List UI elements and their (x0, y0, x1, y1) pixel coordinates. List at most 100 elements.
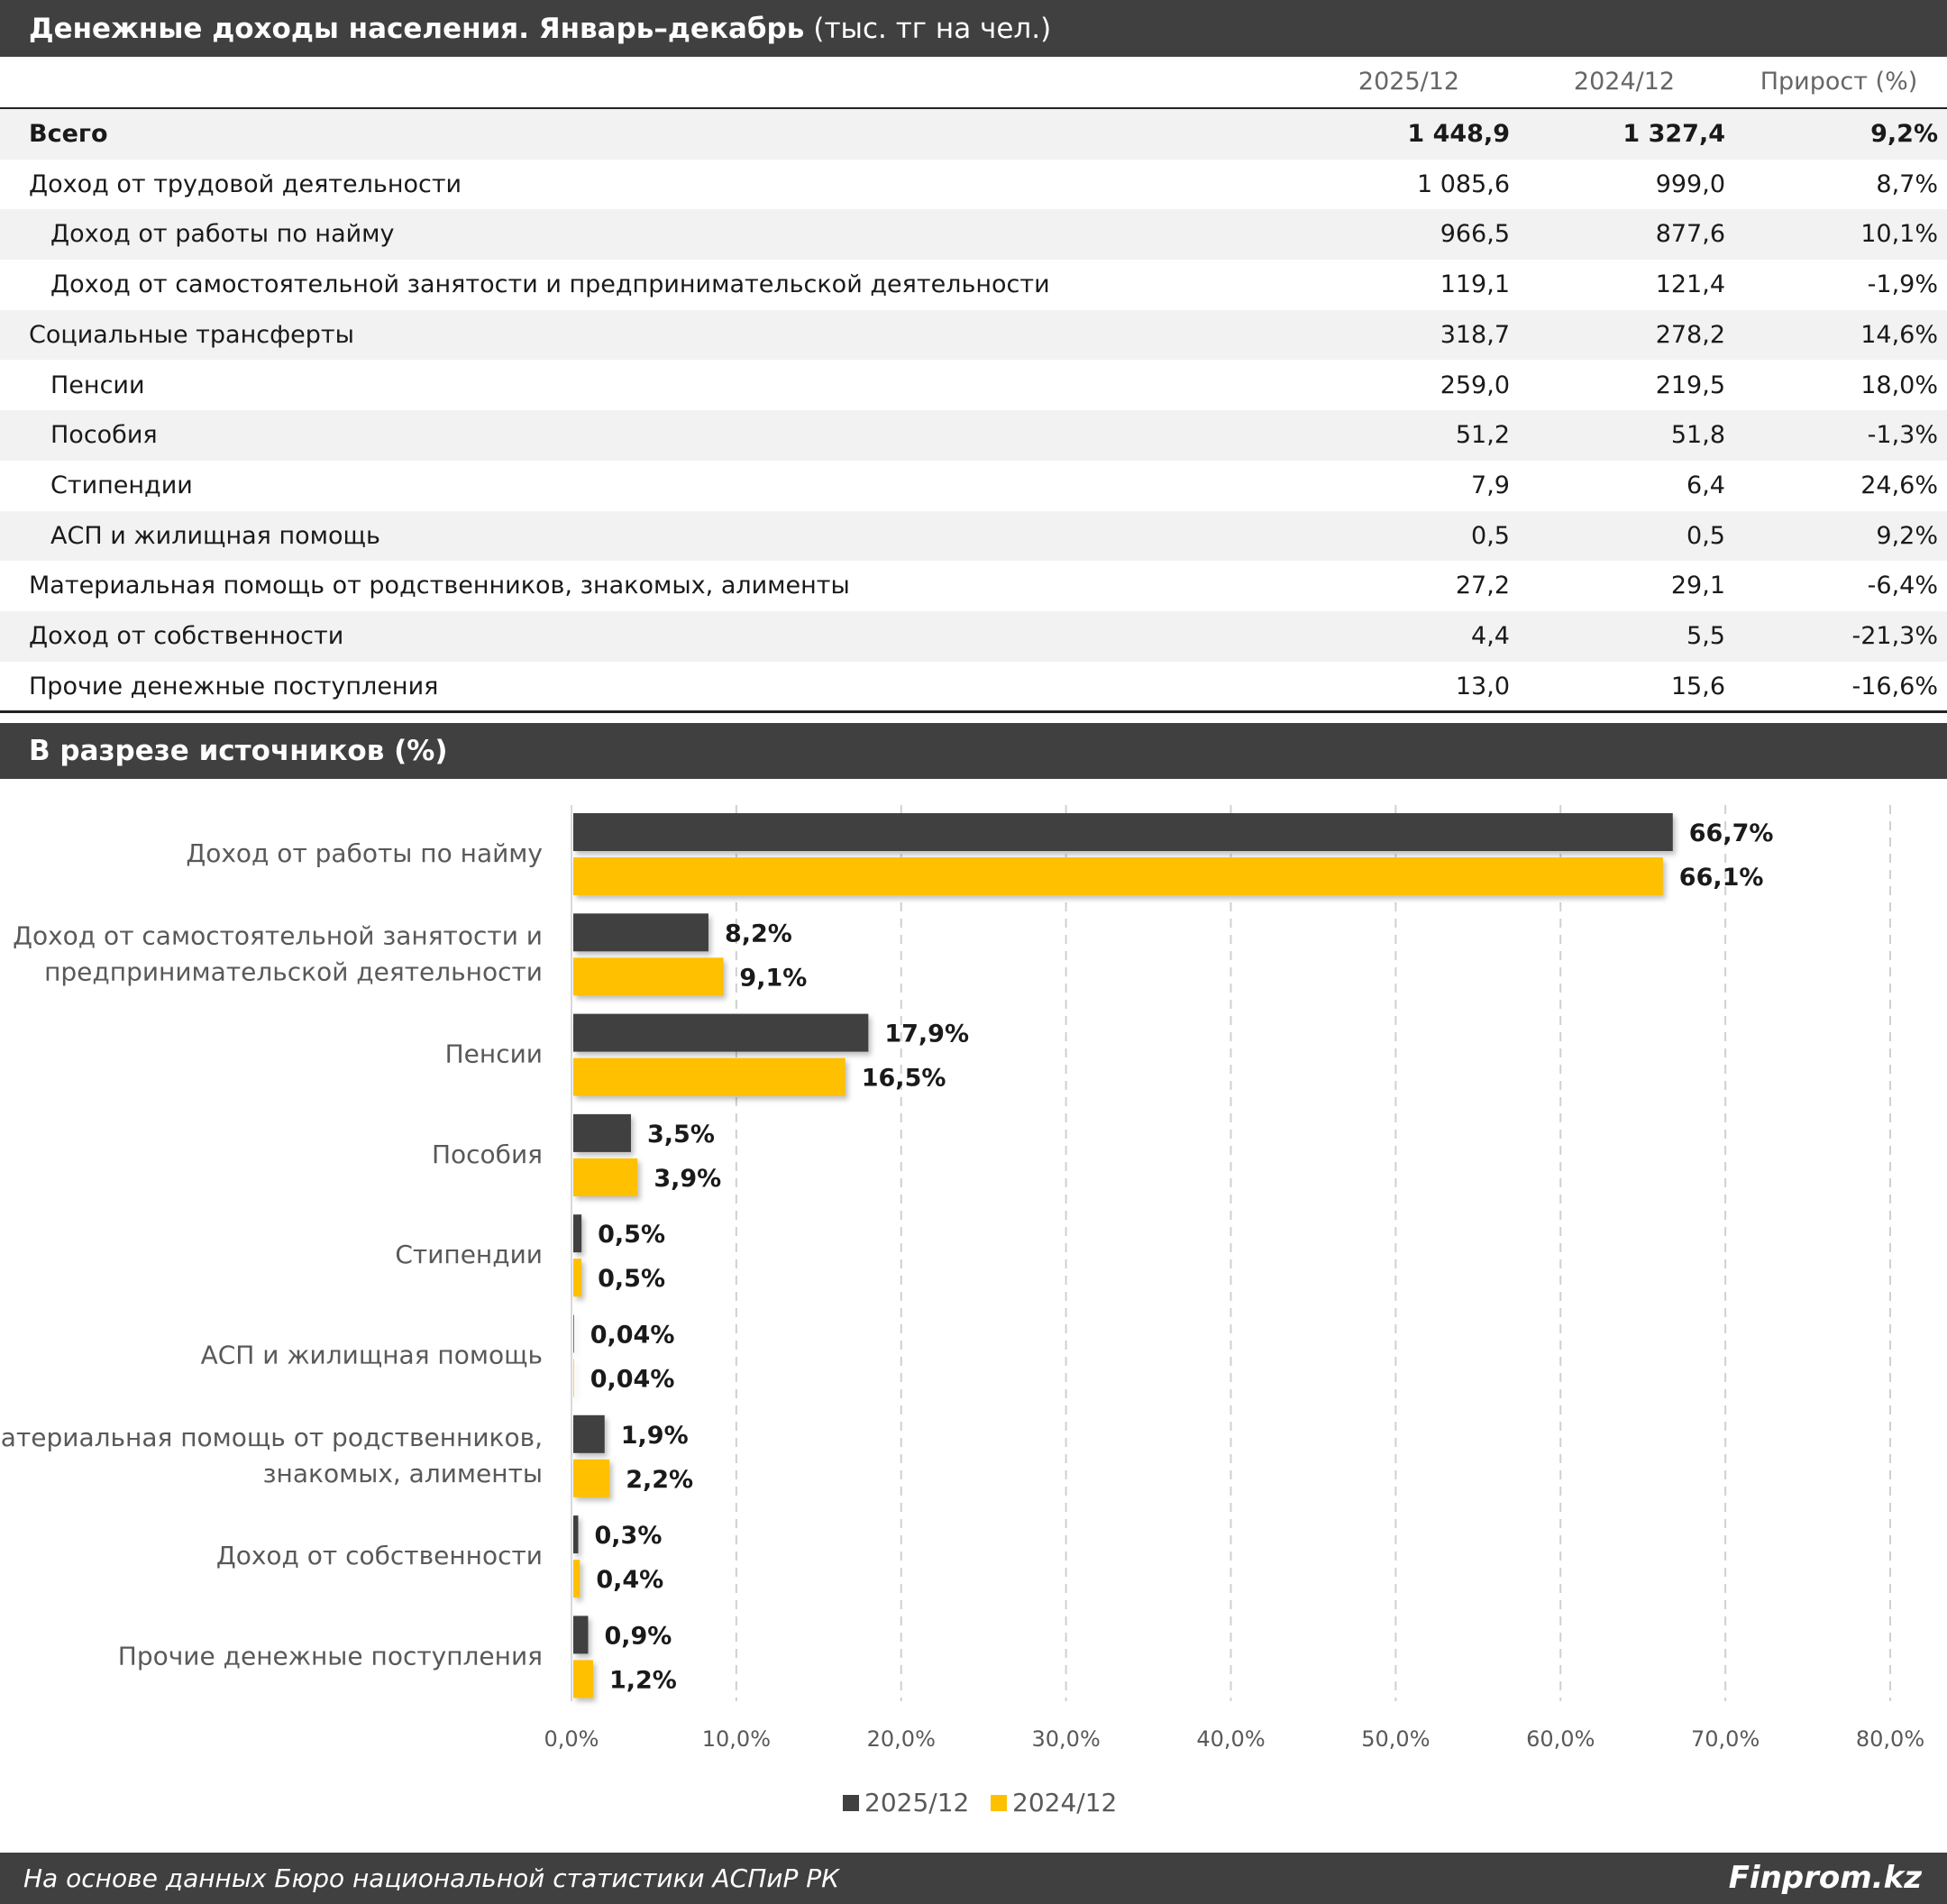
value-growth: 24,6% (1860, 471, 1938, 499)
table-row: Доход от самостоятельной занятости и пре… (0, 260, 1947, 310)
value-2025: 318,7 (1440, 320, 1510, 349)
bar-2025-12 (573, 1214, 582, 1253)
value-growth: 10,1% (1860, 220, 1938, 249)
value-growth: 18,0% (1860, 371, 1938, 399)
table-row: Стипендии 7,9 6,4 24,6% (0, 461, 1947, 511)
table-row: Материальная помощь от родственников, зн… (0, 561, 1947, 611)
bar-2025-12 (573, 1414, 605, 1453)
section-title: В разрезе источников (%) (0, 723, 1947, 779)
bar-2024-12 (573, 1459, 610, 1497)
x-tick-label: 70,0% (1691, 1726, 1760, 1752)
bar-chart: 0,0% 10,0% 20,0% 30,0% 40,0% 50,0% 60,0% 70,0% 8… (0, 805, 1924, 1817)
category-label: Стипендии (395, 1240, 543, 1269)
value-2024: 5,5 (1686, 622, 1725, 650)
footer: На основе данных Бюро национальной стати… (0, 1853, 1947, 1904)
value-2025: 966,5 (1440, 220, 1510, 249)
row-label: Пенсии (50, 371, 145, 399)
x-tick-label: 80,0% (1856, 1726, 1924, 1752)
value-2025: 13,0 (1455, 672, 1510, 700)
bar-2024-12 (573, 1259, 582, 1297)
category-label: Материальная помощь от родственников, (0, 1423, 543, 1452)
value-2024: 51,8 (1670, 421, 1725, 450)
category-label: предпринимательской деятельности (44, 957, 543, 986)
value-2024: 6,4 (1686, 471, 1725, 499)
table-row: Социальные трансферты 318,7 278,2 14,6% (0, 309, 1947, 361)
x-tick-label: 20,0% (867, 1726, 936, 1752)
data-label: 0,3% (594, 1522, 662, 1550)
x-tick-label: 40,0% (1196, 1726, 1265, 1752)
row-label: Материальная помощь от родственников, зн… (29, 572, 850, 600)
category-label: Прочие денежные поступления (118, 1641, 543, 1671)
data-label: 8,2% (725, 920, 792, 947)
value-growth: -6,4% (1867, 572, 1938, 600)
table-row: Пенсии 259,0 219,5 18,0% (0, 361, 1947, 411)
value-2025: 27,2 (1455, 572, 1510, 600)
category-label: Доход от работы по найму (186, 838, 543, 868)
category-label: АСП и жилищная помощь (201, 1341, 543, 1370)
value-growth: -21,3% (1851, 622, 1938, 650)
row-label: Доход от собственности (29, 622, 344, 650)
row-label: АСП и жилищная помощь (50, 521, 380, 550)
value-2024: 1 327,4 (1622, 120, 1725, 148)
bar-2024-12 (573, 957, 724, 996)
data-label: 3,9% (654, 1165, 721, 1193)
value-2024: 219,5 (1655, 371, 1725, 399)
category-label: Пенсии (445, 1039, 543, 1069)
bar-2025-12 (573, 1314, 574, 1353)
bar-2025-12 (573, 1616, 589, 1654)
data-label: 66,1% (1679, 864, 1764, 892)
value-growth: -1,3% (1867, 421, 1938, 450)
value-2024: 121,4 (1655, 270, 1725, 299)
value-growth: 9,2% (1870, 120, 1938, 148)
legend-swatch (843, 1795, 859, 1811)
category-label: Доход от самостоятельной занятости и (13, 920, 543, 950)
row-label: Пособия (50, 421, 158, 450)
data-label: 0,5% (598, 1221, 665, 1249)
table-row: Всего 1 448,9 1 327,4 9,2% (0, 109, 1947, 160)
table-title: Денежные доходы населения. Январь–декабр… (29, 12, 805, 45)
bar-2024-12 (573, 1057, 846, 1096)
value-2025: 0,5 (1471, 521, 1510, 550)
row-label: Прочие денежные поступления (29, 672, 439, 700)
row-label: Доход от трудовой деятельности (29, 169, 462, 198)
finprom-logo: Finprom.kz (1728, 1860, 1922, 1896)
column-header-growth: Прирост (%) (1760, 68, 1918, 96)
x-tick-label: 60,0% (1526, 1726, 1595, 1752)
x-tick-label: 30,0% (1032, 1726, 1101, 1752)
legend-label: 2024/12 (1012, 1788, 1117, 1817)
table-row: Пособия 51,2 51,8 -1,3% (0, 410, 1947, 461)
data-label: 66,7% (1689, 819, 1774, 847)
value-2025: 1 448,9 (1407, 120, 1510, 148)
value-2025: 119,1 (1440, 270, 1510, 299)
value-growth: 8,7% (1876, 169, 1938, 198)
row-label: Всего (29, 120, 108, 148)
value-growth: -1,9% (1867, 270, 1938, 299)
bar-2024-12 (573, 1560, 580, 1598)
table-row: Доход от собственности 4,4 5,5 -21,3% (0, 611, 1947, 662)
data-label: 9,1% (739, 964, 807, 992)
bar-2025-12 (573, 813, 1673, 851)
value-growth: 14,6% (1860, 320, 1938, 349)
data-label: 0,04% (590, 1322, 675, 1350)
value-2024: 999,0 (1655, 169, 1725, 198)
data-label: 0,5% (598, 1265, 665, 1293)
legend-label: 2025/12 (864, 1788, 969, 1817)
value-2025: 259,0 (1440, 371, 1510, 399)
bar-2024-12 (573, 1359, 574, 1397)
bar-2025-12 (573, 1013, 869, 1052)
bar-2024-12 (573, 1660, 593, 1698)
category-label: знакомых, алименты (263, 1459, 543, 1488)
data-label: 1,9% (621, 1422, 689, 1450)
column-header-2025: 2025/12 (1357, 68, 1460, 96)
value-2024: 877,6 (1655, 220, 1725, 249)
value-2024: 278,2 (1655, 320, 1725, 349)
value-2025: 7,9 (1471, 471, 1510, 499)
data-label: 0,04% (590, 1366, 675, 1394)
data-label: 1,2% (609, 1666, 677, 1694)
x-tick-label: 50,0% (1361, 1726, 1430, 1752)
row-label: Доход от работы по найму (50, 220, 395, 249)
value-2025: 51,2 (1455, 421, 1510, 450)
bar-2024-12 (573, 857, 1663, 895)
row-label: Стипендии (50, 471, 193, 499)
value-2025: 1 085,6 (1416, 169, 1510, 198)
